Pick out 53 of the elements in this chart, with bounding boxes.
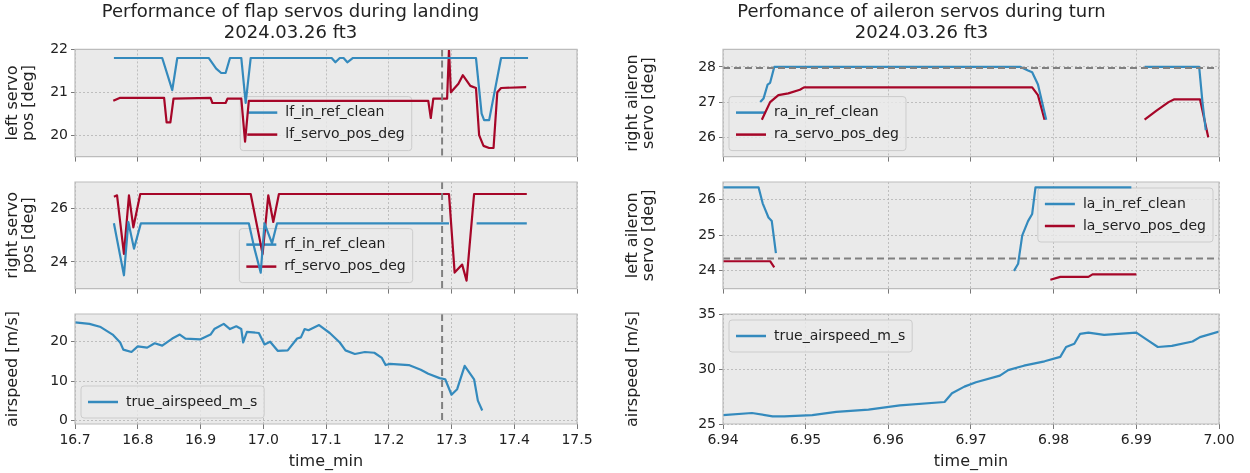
- x-tick-label: 6.96: [872, 431, 905, 448]
- chart-title: Perfomance of aileron servos during turn 2024.03.26 ft3: [737, 0, 1106, 42]
- x-tick-label: 17.2: [373, 431, 405, 448]
- x-tick-label: 17.3: [435, 431, 468, 448]
- y-tick-label: 20: [50, 332, 68, 349]
- legend-label: la_servo_pos_deg: [1082, 216, 1207, 233]
- x-tick-label: 16.8: [122, 431, 154, 448]
- x-tick-label: 16.7: [59, 431, 91, 448]
- y-tick-label: 26: [698, 190, 717, 207]
- y-axis-title: airspeed [m/s]: [621, 310, 641, 428]
- x-tick-label: 17.5: [561, 431, 593, 448]
- x-tick-label: 6.99: [1120, 431, 1152, 448]
- legend-label: rf_servo_pos_deg: [284, 257, 406, 274]
- y-axis-title: airspeed [m/s]: [1, 310, 21, 428]
- y-tick-label: 10: [50, 371, 68, 388]
- legend-label: la_in_ref_clean: [1082, 194, 1186, 211]
- x-tick-label: 6.94: [707, 431, 739, 448]
- chart-title: Performance of flap servos during landing 2024.03.26 ft3: [101, 0, 480, 42]
- x-tick-label: 6.97: [955, 431, 987, 448]
- x-tick-label: 17.4: [498, 431, 530, 448]
- x-tick-label: 6.95: [790, 431, 822, 448]
- legend-label: lf_servo_pos_deg: [285, 125, 405, 142]
- legend-label: rf_in_ref_clean: [284, 235, 386, 252]
- y-tick-label: 24: [50, 252, 69, 269]
- y-tick-label: 26: [50, 199, 69, 216]
- x-tick-label: 16.9: [184, 431, 217, 448]
- legend-label: lf_in_ref_clean: [285, 103, 385, 120]
- y-tick-label: 27: [698, 92, 716, 109]
- x-axis-title: time_min: [933, 450, 1009, 471]
- x-tick-label: 17.1: [310, 431, 342, 448]
- legend-label: ra_servo_pos_deg: [774, 125, 899, 142]
- x-axis-title: time_min: [288, 450, 364, 471]
- y-axis-title: left servo pos [deg]: [1, 64, 38, 142]
- y-tick-label: 25: [698, 414, 716, 431]
- legend-label: ra_in_ref_clean: [774, 103, 879, 120]
- y-axis-title: right aileron servo [deg]: [621, 54, 658, 152]
- legend-label: true_airspeed_m_s: [774, 326, 906, 343]
- y-tick-label: 30: [698, 359, 716, 376]
- x-tick-label: 6.98: [1038, 431, 1070, 448]
- y-tick-label: 24: [698, 261, 717, 278]
- x-tick-label: 17.0: [247, 431, 279, 448]
- y-tick-label: 0: [59, 411, 68, 428]
- y-tick-label: 25: [698, 225, 716, 242]
- y-axis-title: right servo pos [deg]: [1, 191, 38, 279]
- y-tick-label: 22: [50, 40, 68, 57]
- x-tick-label: 7.00: [1203, 431, 1235, 448]
- y-tick-label: 21: [50, 82, 68, 99]
- y-tick-label: 20: [50, 125, 68, 142]
- y-tick-label: 28: [698, 57, 716, 74]
- y-tick-label: 26: [698, 127, 717, 144]
- y-axis-title: left aileron servo [deg]: [621, 189, 658, 282]
- legend-label: true_airspeed_m_s: [126, 392, 258, 409]
- y-tick-label: 35: [698, 304, 716, 321]
